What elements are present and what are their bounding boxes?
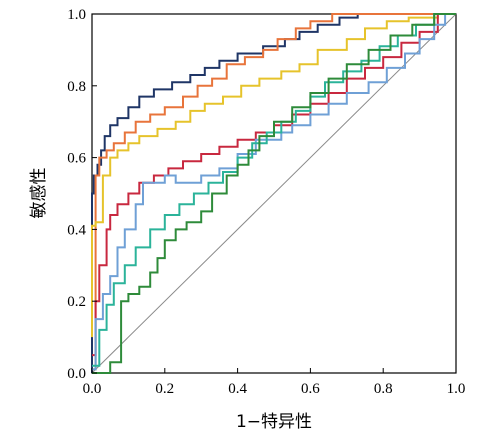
reference-diagonal [91, 13, 457, 374]
y-tick-label: 0.8 [67, 79, 86, 95]
x-tick-label: 0.2 [155, 381, 174, 397]
roc-curve-5 [92, 13, 456, 371]
y-tick-label: 1.0 [67, 7, 86, 23]
x-tick-label: 0.6 [301, 381, 320, 397]
x-tick-label: 0.4 [228, 381, 247, 397]
x-axis-title: 1−特异性 [236, 412, 312, 432]
y-tick-label: 0.0 [67, 366, 86, 382]
ticks-layer: 0.0 0.2 0.4 0.6 0.8 1.0 0.0 0.2 0.4 0.6 0.8 1.0 [67, 7, 465, 397]
roc-curve-2 [92, 13, 456, 371]
x-tick-label: 0.0 [83, 381, 102, 397]
roc-curve-7 [92, 13, 456, 374]
y-axis-title: 敏感性 [29, 168, 49, 219]
roc-curve-6 [92, 13, 456, 367]
roc-curve-4 [92, 13, 456, 357]
x-tick-label: 1.0 [447, 381, 466, 397]
y-tick-label: 0.6 [67, 151, 86, 167]
roc-curve-1 [91, 13, 456, 373]
series-layer [91, 13, 456, 374]
y-tick-label: 0.2 [67, 294, 86, 310]
y-tick-label: 0.4 [67, 222, 86, 238]
x-tick-label: 0.8 [374, 381, 393, 397]
roc-curve-3 [91, 13, 456, 338]
